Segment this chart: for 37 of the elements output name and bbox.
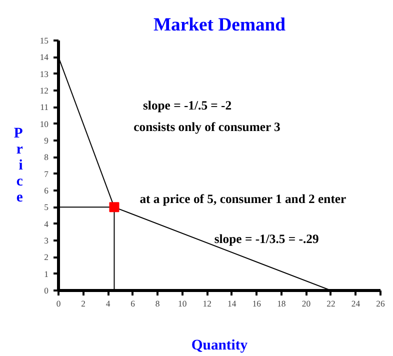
y-tick-label: 9 — [44, 136, 48, 146]
y-tick-label: 1 — [44, 268, 48, 279]
x-tick-label: 24 — [351, 298, 361, 308]
annotation: slope = -1/3.5 = -.29 — [214, 232, 319, 246]
y-tick-label: 5 — [44, 202, 48, 212]
x-tick-label: 0 — [56, 298, 61, 308]
y-tick-label: 6 — [44, 186, 50, 196]
y-tick-label: 10 — [40, 118, 48, 129]
x-tick-label: 16 — [252, 298, 262, 308]
y-axis-title: Price — [14, 126, 24, 206]
annotation: at a price of 5, consumer 1 and 2 enter — [140, 192, 347, 206]
y-tick-label: 8 — [44, 152, 48, 162]
y-tick-label: 14 — [40, 52, 50, 62]
y-tick-label: 0 — [44, 286, 48, 296]
x-tick-label: 4 — [106, 298, 111, 308]
x-tick-label: 14 — [228, 298, 237, 308]
x-tick-label: 20 — [302, 298, 311, 308]
annotation: consists only of consumer 3 — [134, 120, 280, 134]
x-tick-label: 10 — [178, 298, 187, 308]
x-axis-title: Quantity — [191, 338, 248, 354]
x-tick-label: 22 — [326, 298, 336, 308]
y-tick-label: 3 — [44, 236, 48, 246]
y-tick-label: 15 — [40, 36, 48, 46]
x-tick-label: 2 — [81, 298, 86, 308]
annotation: slope = -1/.5 = -2 — [143, 98, 232, 112]
x-tick-label: 18 — [277, 298, 286, 308]
x-tick-label: 6 — [130, 298, 136, 308]
y-tick-label: 13 — [40, 68, 48, 79]
y-tick-label: 7 — [44, 168, 50, 179]
chart-title: Market Demand — [153, 14, 286, 36]
y-tick-label: 12 — [40, 86, 48, 96]
y-tick-label: 4 — [44, 218, 50, 229]
x-tick-label: 26 — [376, 298, 386, 308]
x-tick-label: 12 — [202, 298, 212, 308]
y-tick-label: 2 — [44, 252, 48, 262]
x-tick-label: 8 — [155, 298, 160, 308]
y-tick-label: 11 — [40, 102, 49, 112]
